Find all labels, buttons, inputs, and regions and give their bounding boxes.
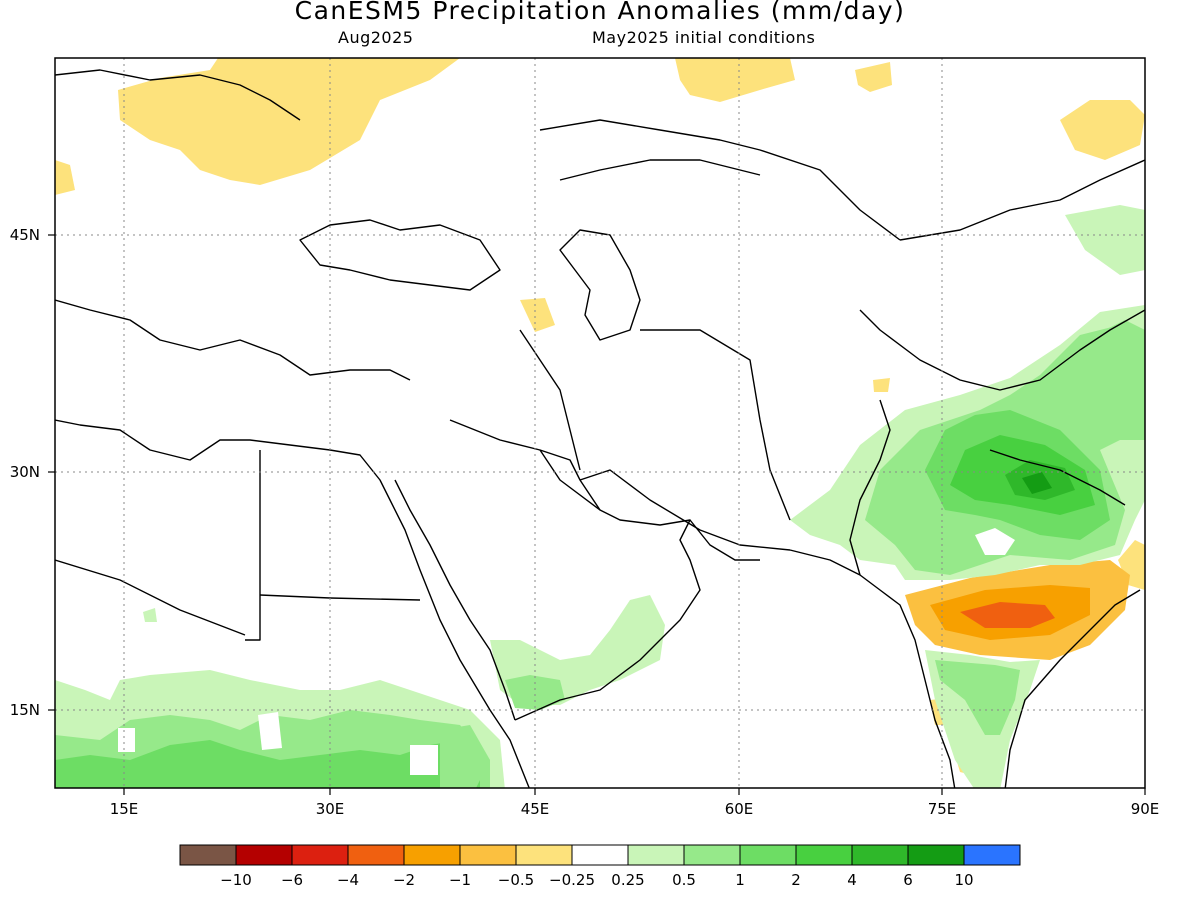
colorbar [179, 844, 1021, 866]
border-saudi [449, 419, 601, 511]
coast-black-sea [299, 219, 501, 291]
lon-labels: 15E 30E 45E 60E 75E 90E [110, 800, 1160, 818]
lat-ticks [48, 234, 55, 711]
colorbar-swatch [459, 844, 517, 866]
dry-hole-sahel-2 [410, 745, 438, 775]
colorbar-swatch [907, 844, 965, 866]
colorbar-label: −2 [393, 871, 415, 889]
dry-area-central-india-peak [960, 602, 1055, 628]
dry-hole-sahel-3 [118, 728, 135, 752]
lon-label-90e: 90E [1131, 800, 1160, 818]
colorbar-swatch [347, 844, 405, 866]
dry-hole-india [975, 528, 1015, 555]
dry-area-siberia-west [675, 58, 795, 102]
valid-month: Aug2025 [338, 28, 414, 47]
lat-label-15n: 15N [10, 701, 40, 719]
lon-ticks [123, 788, 1146, 795]
coast-persian-gulf [579, 469, 791, 551]
colorbar-swatch [571, 844, 629, 866]
coast-caspian [559, 229, 641, 341]
colorbar-swatch [963, 844, 1021, 866]
colorbar-label: −6 [281, 871, 303, 889]
colorbar-label: 4 [847, 871, 857, 889]
border-nepal [989, 449, 1126, 506]
colorbar-labels: −10 −6 −4 −2 −1 −0.5 −0.25 0.25 0.5 1 2 4 6 10 [220, 871, 973, 889]
colorbar-swatch [627, 844, 685, 866]
lon-label-60e: 60E [725, 800, 754, 818]
colorbar-label: 0.25 [611, 871, 644, 889]
wet-area-nepal-peak [1022, 472, 1052, 494]
lat-label-30n: 30N [10, 463, 40, 481]
border-kazakhstan [539, 119, 901, 241]
colorbar-swatch [515, 844, 573, 866]
wet-area-yemen [505, 675, 565, 710]
border-mongolia [899, 159, 1145, 241]
colorbar-swatch [291, 844, 349, 866]
dry-area-bangladesh [1118, 540, 1145, 590]
colorbar-label: 10 [954, 871, 973, 889]
lon-label-30e: 30E [316, 800, 345, 818]
coast-india [789, 549, 956, 788]
colorbar-label: −0.5 [498, 871, 534, 889]
lon-label-45e: 45E [521, 800, 550, 818]
wet-area-ethiopia [440, 725, 490, 788]
wet-area-sahel-core2 [55, 740, 480, 788]
dry-area-mongolia [1060, 100, 1145, 160]
colorbar-label: 0.5 [672, 871, 696, 889]
colorbar-label: −4 [337, 871, 359, 889]
coast-red-sea-east [394, 479, 516, 721]
gridlines [55, 58, 1145, 788]
colorbar-label: 2 [791, 871, 801, 889]
coast-med-north [55, 299, 411, 381]
wet-area-tibet-east [1085, 320, 1145, 425]
colorbar-swatch [235, 844, 293, 866]
colorbar-swatch [403, 844, 461, 866]
coast-bay-bengal [1004, 589, 1141, 788]
coast-africa-north [55, 419, 530, 788]
dry-area-pakistan [873, 378, 890, 392]
coastlines-borders [55, 69, 1145, 788]
colorbar-label: −10 [220, 871, 252, 889]
border-sahara [55, 559, 246, 636]
dry-area-west-europe [55, 160, 75, 195]
colorbar-label: −0.25 [549, 871, 595, 889]
colorbar-swatch [739, 844, 797, 866]
initial-conditions: May2025 initial conditions [592, 28, 816, 47]
wet-area-south-india-core [935, 660, 1020, 735]
coast-arabia [514, 449, 701, 721]
dry-area-eastern-europe [118, 58, 460, 185]
colorbar-swatch [851, 844, 909, 866]
border-iran-afghan [640, 329, 791, 521]
dry-area-caucasus [520, 298, 555, 332]
dry-area-siberia-east [855, 62, 892, 92]
border-iran-iraq [519, 329, 581, 471]
dry-hole-sahel-1 [258, 712, 282, 750]
wet-anomaly-areas [55, 205, 1145, 788]
border-china [859, 309, 1145, 391]
lon-label-15e: 15E [110, 800, 139, 818]
map-frame [54, 57, 1146, 789]
coast-europe-north [55, 69, 301, 121]
border-pak-india [849, 399, 891, 576]
colorbar-swatch [179, 844, 237, 866]
wet-area-africa-small [143, 608, 157, 622]
coast-arabian-sea-oman [689, 519, 760, 561]
colorbar-label: −1 [449, 871, 471, 889]
lat-label-45n: 45N [10, 226, 40, 244]
colorbar-swatch [795, 844, 853, 866]
colorbar-label: 6 [903, 871, 913, 889]
colorbar-label: 1 [735, 871, 745, 889]
lon-label-75e: 75E [928, 800, 957, 818]
border-libya [245, 450, 261, 641]
map-title: CanESM5 Precipitation Anomalies (mm/day) [294, 0, 906, 25]
border-russia-central [559, 159, 761, 181]
colorbar-swatch [683, 844, 741, 866]
lat-labels: 45N 30N 15N [10, 226, 40, 719]
wet-area-tibet [1065, 205, 1145, 275]
